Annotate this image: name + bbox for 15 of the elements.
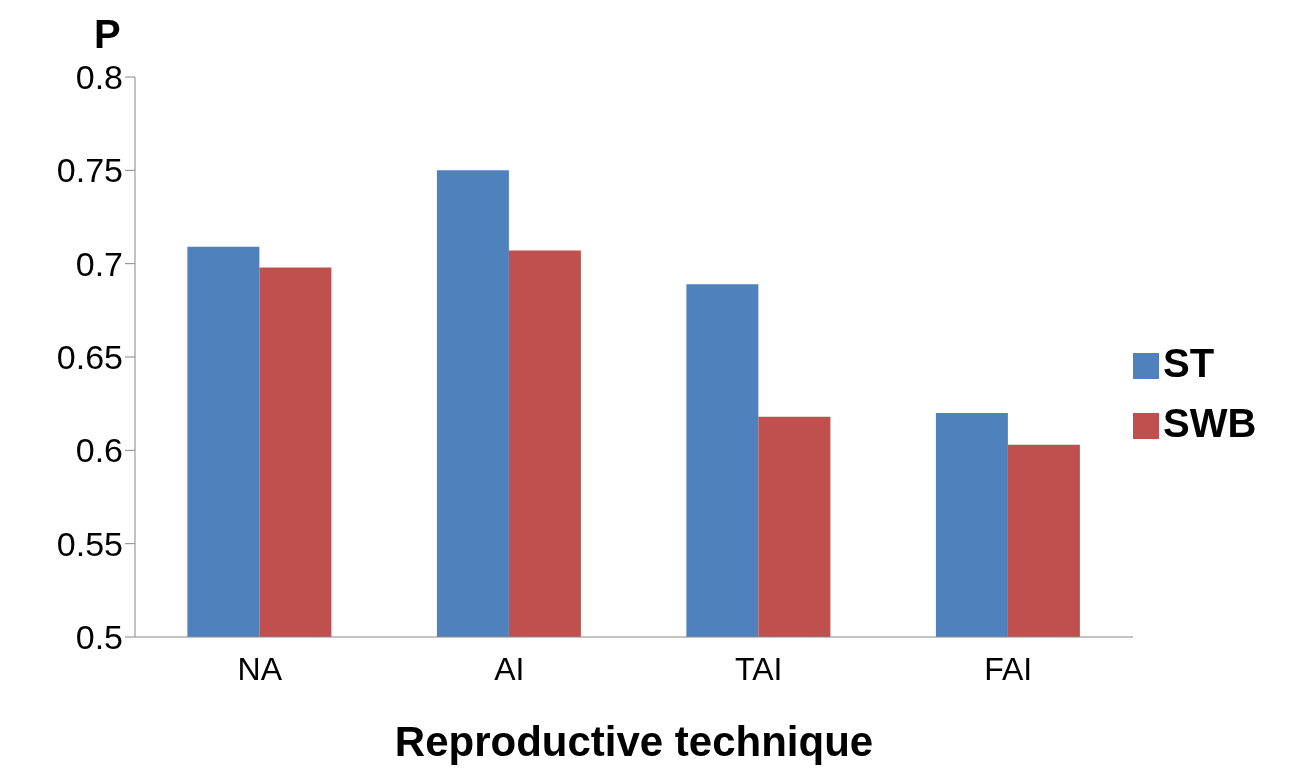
y-axis-title: P xyxy=(94,12,121,57)
legend-label: ST xyxy=(1163,341,1215,385)
y-tick-label: 0.5 xyxy=(75,618,123,657)
x-tick-label: FAI xyxy=(984,650,1033,687)
x-axis-title: Reproductive technique xyxy=(394,718,874,765)
y-tick-label: 0.55 xyxy=(56,524,123,563)
y-tick-label: 0.6 xyxy=(75,431,123,470)
legend-label: SWB xyxy=(1163,401,1257,445)
y-tick-label: 0.7 xyxy=(75,244,123,283)
y-tick-label: 0.65 xyxy=(56,338,123,377)
x-tick-label: TAI xyxy=(735,650,783,687)
x-tick-label: NA xyxy=(237,650,283,687)
y-tick-label: 0.8 xyxy=(75,58,123,97)
x-tick-label: AI xyxy=(494,650,525,687)
y-tick-label: 0.75 xyxy=(56,151,123,190)
